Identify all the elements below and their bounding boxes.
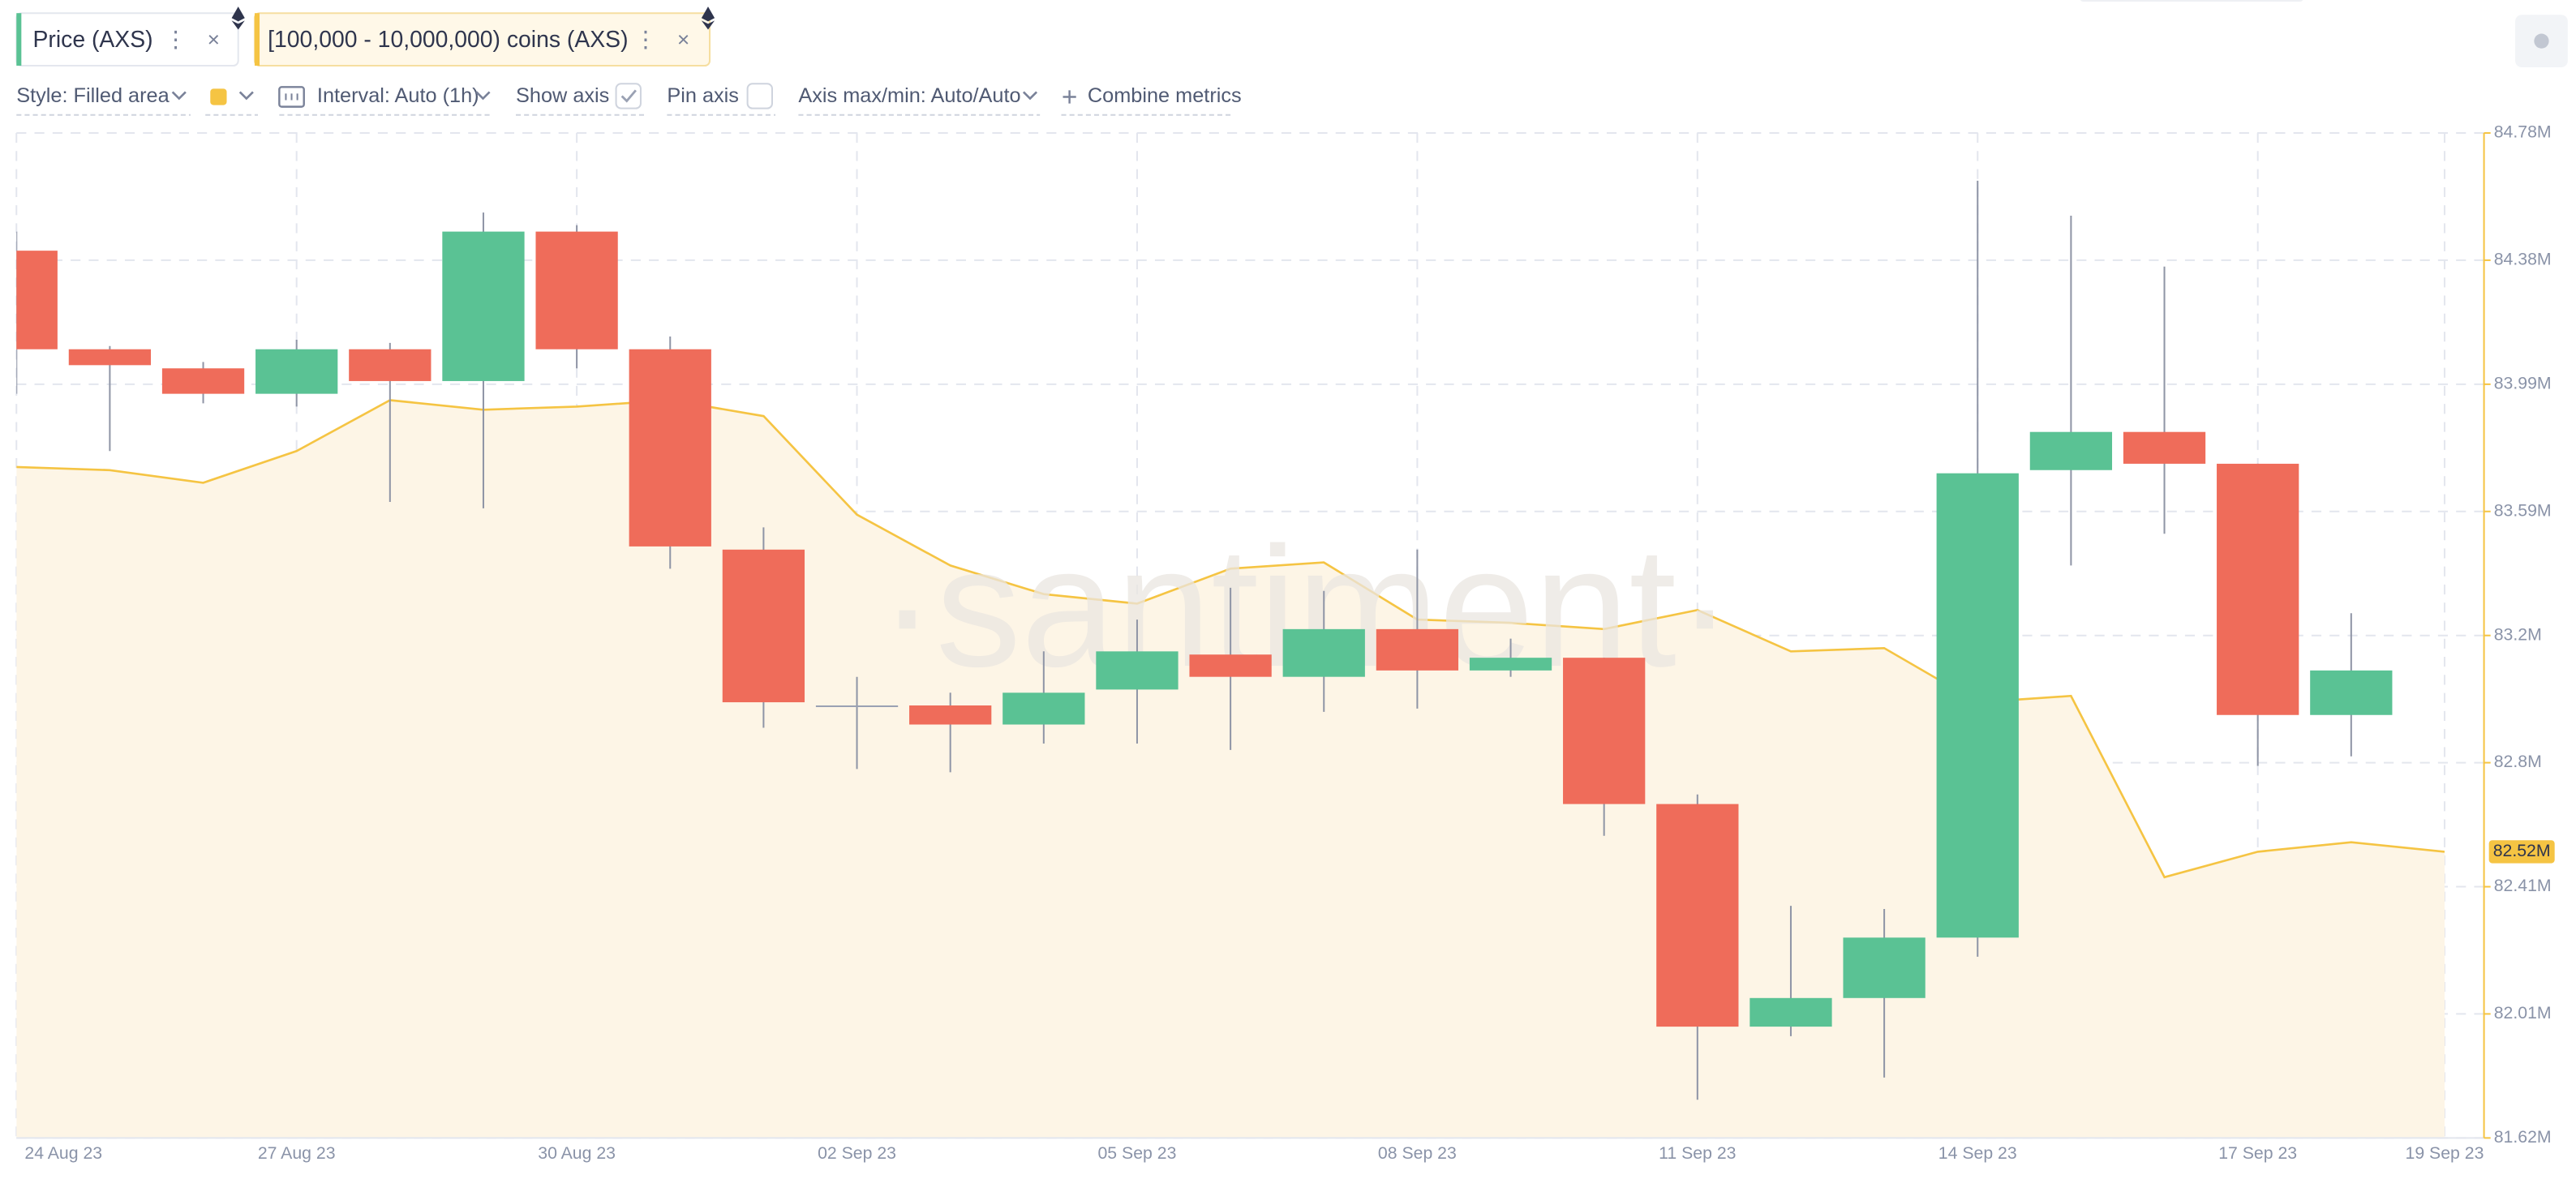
- y-tick-label: 84.78M: [2494, 122, 2552, 142]
- candle-body: [1096, 651, 1179, 690]
- style-select[interactable]: Style: Filled area: [16, 84, 191, 116]
- candle-body: [2029, 431, 2113, 470]
- axis-minmax-select[interactable]: Axis max/min: Auto/Auto: [798, 84, 1041, 116]
- candle-body: [909, 705, 992, 725]
- tab-color-bar: [16, 13, 22, 66]
- candle-body: [161, 368, 245, 394]
- x-tick-label: 14 Sep 23: [1938, 1143, 2017, 1163]
- candle-body: [1656, 804, 1739, 1027]
- value-badge-label: 82.52M: [2493, 841, 2551, 860]
- interval-icon: [285, 93, 298, 101]
- x-tick-label: 17 Sep 23: [2218, 1143, 2297, 1163]
- menu-icon[interactable]: ⋮: [634, 27, 657, 53]
- candle-body: [2310, 670, 2393, 715]
- chevron: [238, 91, 254, 101]
- candle-body: [349, 349, 431, 381]
- area-fill: [16, 400, 2445, 1138]
- candle-body: [1936, 473, 2019, 938]
- candle-body: [722, 549, 805, 703]
- area-layer: [16, 399, 2445, 1138]
- toolbar-label: Axis max/min: Auto/Auto: [798, 84, 1020, 107]
- combine-metrics-button[interactable]: Combine metrics: [1061, 84, 1242, 116]
- x-tick-label: 11 Sep 23: [1659, 1143, 1736, 1163]
- x-tick-label: 19 Sep 23: [2406, 1143, 2484, 1163]
- checkbox: [615, 83, 642, 109]
- y-tick-label: 83.2M: [2494, 624, 2542, 644]
- color-select[interactable]: [205, 88, 259, 116]
- plus-icon: [1063, 90, 1076, 104]
- pin-axis-toggle[interactable]: Pin axis: [667, 83, 776, 116]
- toolbar-label: Pin axis: [667, 84, 739, 107]
- candle-body: [2217, 463, 2299, 715]
- candle-body: [1189, 654, 1272, 677]
- candle-body: [2123, 431, 2206, 464]
- toolbar-label: Style: Filled area: [16, 84, 170, 107]
- settings-button[interactable]: [2515, 15, 2568, 68]
- menu-icon[interactable]: ⋮: [165, 27, 187, 53]
- candle-body: [1750, 997, 1832, 1027]
- chevron: [171, 91, 187, 101]
- x-tick-label: 08 Sep 23: [1378, 1143, 1457, 1163]
- close-icon[interactable]: ×: [677, 28, 689, 52]
- candle-body: [1843, 937, 1926, 998]
- tab-color-bar: [254, 13, 260, 66]
- y-tick-label: 83.59M: [2494, 500, 2552, 520]
- value-badge: [2488, 840, 2555, 864]
- candle-body: [1282, 628, 1365, 677]
- candle-body: [442, 231, 525, 381]
- interval-icon: [278, 86, 305, 108]
- y-tick-label: 82.01M: [2494, 1003, 2552, 1023]
- area-line: [16, 399, 2445, 879]
- x-tick-label: 05 Sep 23: [1098, 1143, 1177, 1163]
- eth-icon: [701, 6, 715, 30]
- x-tick-label: 02 Sep 23: [818, 1143, 896, 1163]
- checkmark: [620, 89, 637, 103]
- button-icon: [2534, 33, 2549, 49]
- top-bar: [2080, 0, 2303, 2]
- candle-body: [1563, 658, 1646, 804]
- eth-icon: [231, 6, 245, 30]
- close-icon[interactable]: ×: [208, 28, 220, 52]
- y-tick-label: 82.8M: [2494, 752, 2542, 771]
- checkbox: [746, 83, 774, 109]
- y-tick-label: 82.41M: [2494, 876, 2552, 895]
- show-axis-toggle[interactable]: Show axis: [516, 83, 644, 116]
- candle-body: [815, 705, 899, 708]
- x-tick-label: 30 Aug 23: [538, 1143, 616, 1163]
- candle-body: [16, 251, 58, 349]
- candle-body: [535, 231, 618, 349]
- y-tick-label: 83.99M: [2494, 373, 2552, 392]
- toolbar-label: Show axis: [516, 84, 609, 107]
- tab-label: Price (AXS): [33, 27, 153, 53]
- metric-tab[interactable]: Price (AXS) ⋮ ×: [15, 12, 239, 67]
- x-tick-label: 27 Aug 23: [258, 1143, 336, 1163]
- candles-layer: [16, 180, 2393, 1100]
- axes: 84.78M 84.38M 83.99M 83.59M 83.2M 82.8M 82.41M…: [16, 122, 2555, 1163]
- x-tick-label: 24 Aug 23: [24, 1143, 102, 1163]
- candle-body: [1376, 628, 1459, 671]
- tab-label: [100,000 - 10,000,000) coins (AXS): [268, 27, 628, 53]
- candle-body: [1002, 692, 1085, 725]
- y-tick-label: 84.38M: [2494, 250, 2552, 269]
- candle-body: [629, 349, 711, 547]
- candle-body: [255, 349, 338, 394]
- chevron: [1022, 91, 1038, 101]
- toolbar-label: Combine metrics: [1088, 84, 1242, 107]
- toolbar-label: Interval: Auto (1h): [317, 84, 479, 107]
- y-tick-label: 81.62M: [2494, 1127, 2552, 1147]
- chevron: [475, 91, 491, 101]
- candle-body: [68, 349, 152, 366]
- interval-select[interactable]: Interval: Auto (1h): [278, 84, 493, 116]
- metric-tab[interactable]: [100,000 - 10,000,000) coins (AXS) ⋮ ×: [253, 12, 711, 67]
- candle-body: [1469, 658, 1552, 671]
- color-swatch: [210, 88, 227, 105]
